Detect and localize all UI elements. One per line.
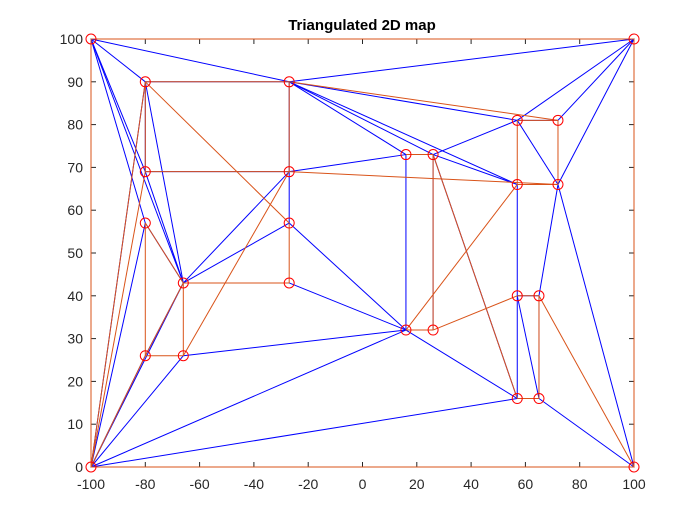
triangulation-edge	[183, 222, 290, 284]
triangulation-edge	[538, 398, 635, 468]
triangulation-edge	[516, 38, 635, 121]
triangulation-edge	[289, 81, 518, 121]
map-edge	[405, 184, 518, 331]
y-tick-label: 70	[67, 159, 83, 175]
triangulation-edge	[182, 171, 290, 284]
triangulation-edge	[289, 38, 635, 83]
x-tick-label: -80	[135, 476, 155, 492]
map-node	[283, 166, 295, 178]
map-edge	[144, 81, 290, 224]
triangulation-edge	[405, 329, 518, 399]
map-edge	[90, 355, 146, 468]
y-tick-label: 40	[67, 288, 83, 304]
triangulation-edge	[90, 398, 518, 468]
map-edge	[90, 81, 146, 468]
triangulation-edge	[90, 38, 146, 83]
axes: -100 -80 -60 -40 -20 0 20 40 60 80 100 0 10 20 30 40 50 6…	[60, 31, 646, 492]
triangulation-edge	[288, 81, 434, 156]
map-node	[427, 324, 439, 336]
y-tick-label: 30	[67, 331, 83, 347]
map-node	[400, 149, 412, 161]
map-node	[511, 179, 523, 191]
map-nodes	[85, 33, 640, 473]
x-tick-label: 100	[622, 476, 646, 492]
x-tick-label: -60	[189, 476, 209, 492]
map-node	[139, 76, 151, 88]
map-node	[628, 33, 640, 45]
map-edges	[90, 38, 635, 468]
triangulation-edge	[144, 81, 184, 284]
map-node	[533, 290, 545, 302]
y-tick-label: 90	[67, 74, 83, 90]
map-edge	[289, 81, 559, 121]
map-node	[85, 461, 97, 473]
map-node	[283, 76, 295, 88]
map-node	[177, 350, 189, 362]
triangulation-edge	[557, 38, 635, 185]
triangulation-edge	[289, 282, 407, 331]
x-tick-label: -40	[244, 476, 264, 492]
triangulation-edge	[432, 119, 518, 156]
y-tick-label: 80	[67, 117, 83, 133]
map-node	[85, 33, 97, 45]
y-tick-label: 60	[67, 202, 83, 218]
map-edge	[90, 171, 146, 468]
x-tick-label: -20	[298, 476, 318, 492]
triangulation-edge	[90, 355, 184, 468]
map-edge	[432, 295, 518, 331]
map-node	[533, 393, 545, 405]
triangulation-edge	[288, 81, 518, 185]
map-node	[511, 393, 523, 405]
map-edge	[144, 222, 184, 284]
triangulation-edge	[90, 222, 146, 468]
map-node	[552, 114, 564, 126]
map-node	[139, 166, 151, 178]
triangulation-edge	[432, 154, 518, 185]
triangulation-edge	[183, 329, 406, 357]
y-tick-label: 0	[75, 459, 83, 475]
triangulation-edge	[557, 184, 635, 468]
map-node	[177, 277, 189, 289]
y-tick-label: 20	[67, 373, 83, 389]
y-tick-label: 50	[67, 245, 83, 261]
x-tick-label: 60	[518, 476, 534, 492]
triangulation-edge	[288, 81, 407, 155]
map-node	[283, 277, 295, 289]
triangulation-edge	[90, 38, 146, 224]
triangulation-edge	[516, 295, 540, 399]
x-tick-label: 20	[409, 476, 425, 492]
triangulation-edge	[516, 120, 559, 185]
map-node	[139, 350, 151, 362]
y-tick-label: 10	[67, 416, 83, 432]
map-edge	[538, 295, 635, 468]
x-tick-label: 40	[463, 476, 479, 492]
map-node	[283, 217, 295, 229]
map-node	[628, 461, 640, 473]
triangulation-edge	[538, 184, 559, 296]
triangulation-edge	[90, 329, 407, 468]
map-node	[511, 290, 523, 302]
chart-title: Triangulated 2D map	[288, 17, 436, 34]
triangulation-edge	[90, 38, 184, 284]
map-node	[427, 149, 439, 161]
map-node	[139, 217, 151, 229]
map-edge	[144, 282, 184, 356]
triangulation-edge	[288, 222, 407, 331]
triangulation-edge	[289, 154, 407, 173]
x-tick-label: 0	[359, 476, 367, 492]
triangulation-edge	[144, 171, 184, 284]
x-tick-label: -100	[77, 476, 105, 492]
map-node	[552, 179, 564, 191]
triangulation-edge	[90, 38, 290, 83]
map-node	[511, 114, 523, 126]
y-tick-label: 100	[60, 31, 84, 47]
map-node	[400, 324, 412, 336]
map-edge	[182, 171, 290, 356]
triangulation-edge	[557, 38, 635, 121]
x-tick-label: 80	[572, 476, 588, 492]
map-edge	[432, 154, 518, 399]
